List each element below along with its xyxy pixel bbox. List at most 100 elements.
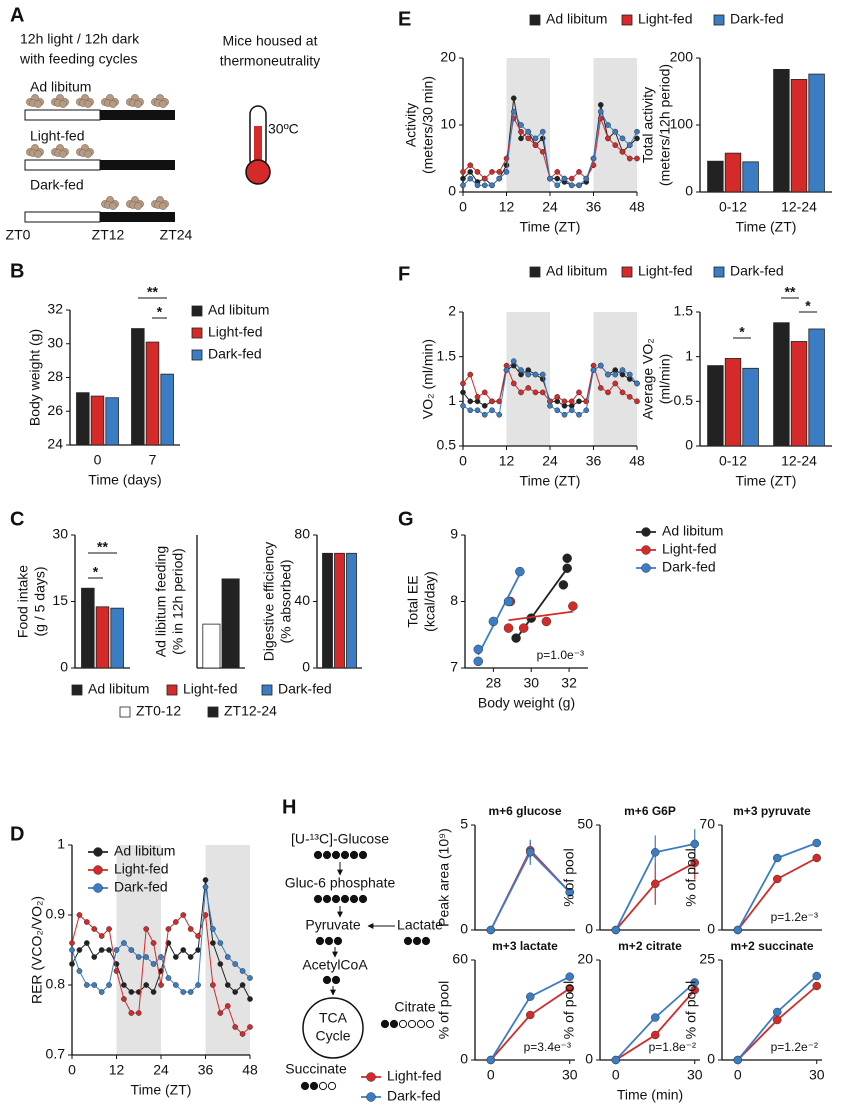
dark-phase	[100, 110, 175, 120]
legend-label: Dark-fed	[730, 11, 784, 27]
x-tick-label: 12	[499, 453, 515, 469]
food-icons	[26, 94, 169, 210]
point	[525, 385, 532, 391]
bar	[160, 373, 174, 446]
x-tick-label: 0	[459, 453, 467, 469]
point	[651, 879, 660, 889]
x-tick-label: 12	[109, 1062, 125, 1078]
y-axis-label: (% in 12h period)	[170, 548, 186, 655]
legend-label: Light-fed	[638, 11, 692, 27]
point	[474, 394, 481, 400]
x-tick-label: 48	[242, 1062, 258, 1078]
bar	[90, 395, 105, 446]
y-tick-label: 0.5	[674, 392, 694, 408]
y-axis-label: (ml/min)	[657, 354, 673, 405]
x-tick-label: 0	[94, 452, 102, 468]
point	[773, 1015, 782, 1025]
point	[460, 402, 466, 409]
point	[113, 968, 120, 974]
point	[481, 389, 488, 396]
y-tick-label: 0	[685, 183, 693, 199]
x-tick-label: 0-12	[719, 199, 747, 215]
carbon-dot	[331, 894, 341, 904]
y-axis-label: % of pool	[561, 848, 577, 906]
carbon-dot	[313, 850, 323, 860]
point	[547, 175, 553, 182]
point	[518, 389, 524, 396]
food-pellet	[34, 100, 42, 108]
carbon-dot	[403, 936, 413, 946]
point	[634, 380, 640, 387]
y-axis-label: Total EE	[405, 575, 421, 627]
panel-letter: B	[10, 260, 24, 282]
annotation: p=1.2e⁻³	[771, 910, 818, 924]
food-pellet	[134, 100, 142, 108]
point	[565, 887, 574, 897]
metabolite: TCA	[319, 1010, 348, 1026]
legend-label: Ad libitum	[662, 523, 723, 539]
point	[619, 135, 626, 142]
panel-letter: G	[398, 508, 414, 530]
point	[605, 122, 611, 128]
timepoint: ZT0	[6, 227, 31, 243]
metabolite: Cycle	[315, 1028, 350, 1044]
bar	[790, 341, 808, 447]
point	[98, 989, 105, 995]
x-axis-label: Body weight (g)	[478, 695, 575, 711]
timepoint: ZT12	[92, 227, 125, 243]
carbon-dot	[322, 975, 332, 985]
point	[496, 169, 503, 175]
point	[510, 380, 517, 387]
y-axis-label: RER (VCO₂/VO₂)	[29, 896, 45, 1004]
y-tick-label: 70	[699, 816, 715, 832]
bar	[790, 79, 808, 193]
point	[583, 407, 590, 414]
x-tick-label: 36	[586, 453, 602, 469]
carbon-dot	[300, 1081, 310, 1091]
point	[532, 371, 539, 378]
point	[202, 884, 209, 890]
carbon-dot	[407, 1019, 417, 1029]
point	[187, 954, 194, 960]
point	[651, 1030, 660, 1040]
point	[217, 961, 224, 967]
x-tick-label: 36	[198, 1062, 214, 1078]
point	[503, 169, 510, 175]
y-tick-label: 10	[440, 116, 456, 132]
bar	[742, 367, 759, 447]
point	[172, 982, 179, 988]
legend-label: Dark-fed	[278, 681, 332, 697]
carbon-dot	[333, 936, 343, 946]
x-tick-label: 0	[459, 199, 467, 215]
point	[526, 992, 535, 1001]
carbon-dot	[349, 894, 359, 904]
y-tick-label: 20	[577, 951, 593, 967]
significance-label: *	[805, 298, 811, 314]
legend-swatch	[191, 327, 203, 339]
y-tick-label: 80	[294, 526, 310, 542]
point	[626, 394, 633, 400]
annotation: p=1.2e⁻²	[771, 1040, 818, 1054]
bar	[322, 552, 333, 669]
y-tick-label: 24	[47, 436, 63, 452]
legend-swatch	[261, 684, 273, 696]
chart-title: m+2 succinate	[730, 939, 813, 953]
point	[526, 1010, 535, 1020]
bar	[773, 322, 790, 447]
y-tick-label: 0	[460, 921, 468, 937]
point	[113, 947, 120, 953]
point	[626, 371, 633, 378]
carbon-dot	[412, 936, 422, 946]
point	[568, 398, 575, 405]
y-axis-label: Total activity	[640, 87, 656, 163]
point	[561, 398, 568, 405]
light-phase	[24, 109, 101, 121]
point	[576, 411, 582, 418]
significance-label: *	[157, 304, 163, 320]
point	[568, 175, 575, 182]
carbon-dot	[416, 1019, 426, 1029]
point	[76, 968, 83, 974]
point	[232, 989, 239, 995]
bar	[76, 392, 90, 446]
y-axis-label: % of pool	[683, 981, 699, 1039]
